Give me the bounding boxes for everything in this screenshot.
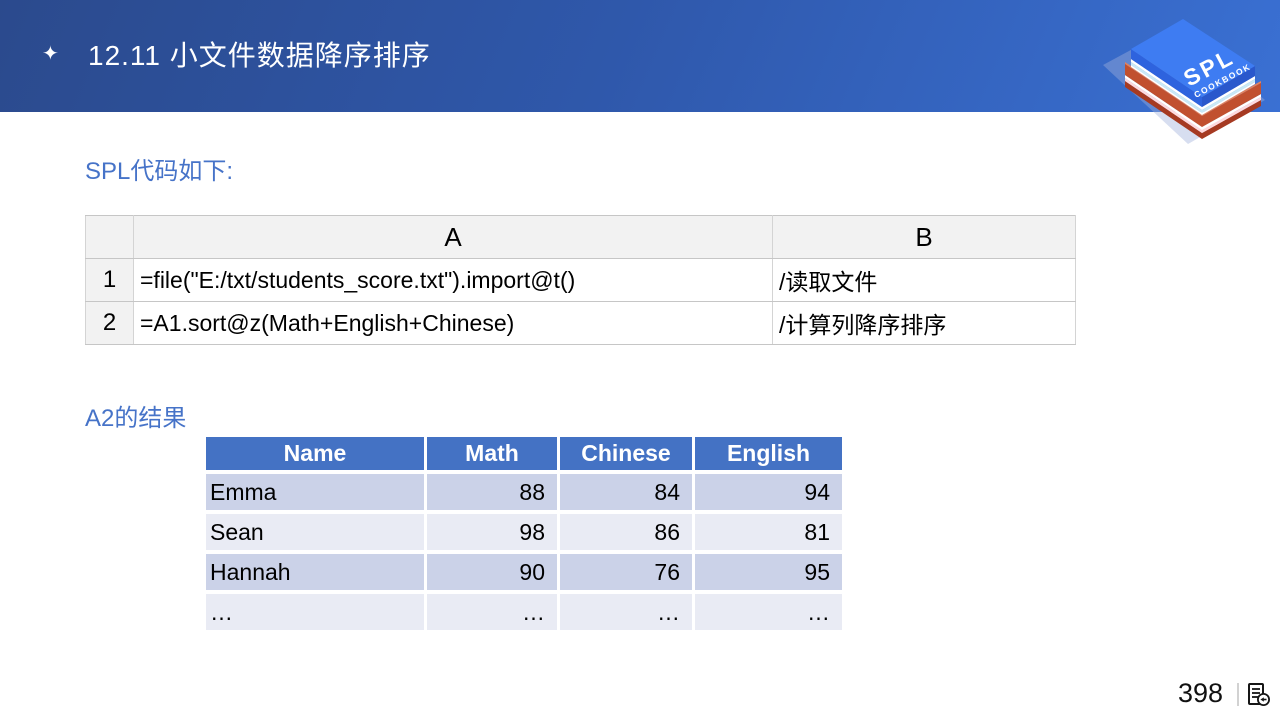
- code-table-header-row: A B: [85, 215, 1076, 259]
- comment-cell-b1: /读取文件: [772, 258, 1076, 302]
- result-cell: 84: [560, 474, 692, 510]
- result-cell: Emma: [206, 474, 424, 510]
- code-table-row: 2 =A1.sort@z(Math+English+Chinese) /计算列降…: [85, 301, 1076, 345]
- result-header-math: Math: [427, 437, 557, 470]
- result-header-chinese: Chinese: [560, 437, 692, 470]
- result-table: Name Math Chinese English Emma 88 84 94 …: [206, 437, 842, 630]
- code-table-col-a: A: [133, 215, 773, 259]
- result-cell: 94: [695, 474, 842, 510]
- result-cell: 76: [560, 554, 692, 590]
- footer-divider: [1237, 683, 1239, 706]
- code-cell-a1: =file("E:/txt/students_score.txt").impor…: [133, 258, 773, 302]
- result-cell: 98: [427, 514, 557, 550]
- result-cell: 88: [427, 474, 557, 510]
- header-bar: ✦ 12.11 小文件数据降序排序: [0, 0, 1280, 112]
- result-cell: Hannah: [206, 554, 424, 590]
- comment-cell-b2: /计算列降序排序: [772, 301, 1076, 345]
- result-cell: …: [427, 594, 557, 630]
- page-title: 12.11 小文件数据降序排序: [88, 40, 431, 71]
- row-number: 2: [85, 301, 134, 345]
- book-bottom-dark-red: [1125, 81, 1261, 139]
- result-cell: Sean: [206, 514, 424, 550]
- book-red: [1125, 64, 1261, 127]
- result-cell: 95: [695, 554, 842, 590]
- page-number: 398: [1178, 678, 1224, 708]
- result-cell: …: [695, 594, 842, 630]
- code-section-label: SPL代码如下:: [85, 158, 234, 185]
- result-header-name: Name: [206, 437, 424, 470]
- book-blue-right-face: [1202, 66, 1255, 107]
- spl-cookbook-logo: SPL COOKBOOK: [1103, 19, 1265, 144]
- result-cell: 81: [695, 514, 842, 550]
- code-table-col-b: B: [772, 215, 1076, 259]
- book-blue-left-face: [1131, 49, 1202, 107]
- spl-code-table: A B 1 =file("E:/txt/students_score.txt")…: [85, 215, 1076, 345]
- row-number: 1: [85, 258, 134, 302]
- code-table-corner-cell: [85, 215, 134, 259]
- result-cell: …: [206, 594, 424, 630]
- book-blue-cover: [1131, 19, 1255, 97]
- result-header-english: English: [695, 437, 842, 470]
- result-cell: 86: [560, 514, 692, 550]
- code-table-row: 1 =file("E:/txt/students_score.txt").imp…: [85, 258, 1076, 302]
- result-cell: 90: [427, 554, 557, 590]
- star-icon: ✦: [42, 43, 59, 65]
- result-section-label: A2的结果: [85, 405, 187, 432]
- back-to-contents-icon[interactable]: [1245, 681, 1271, 707]
- code-cell-a2: =A1.sort@z(Math+English+Chinese): [133, 301, 773, 345]
- result-cell: …: [560, 594, 692, 630]
